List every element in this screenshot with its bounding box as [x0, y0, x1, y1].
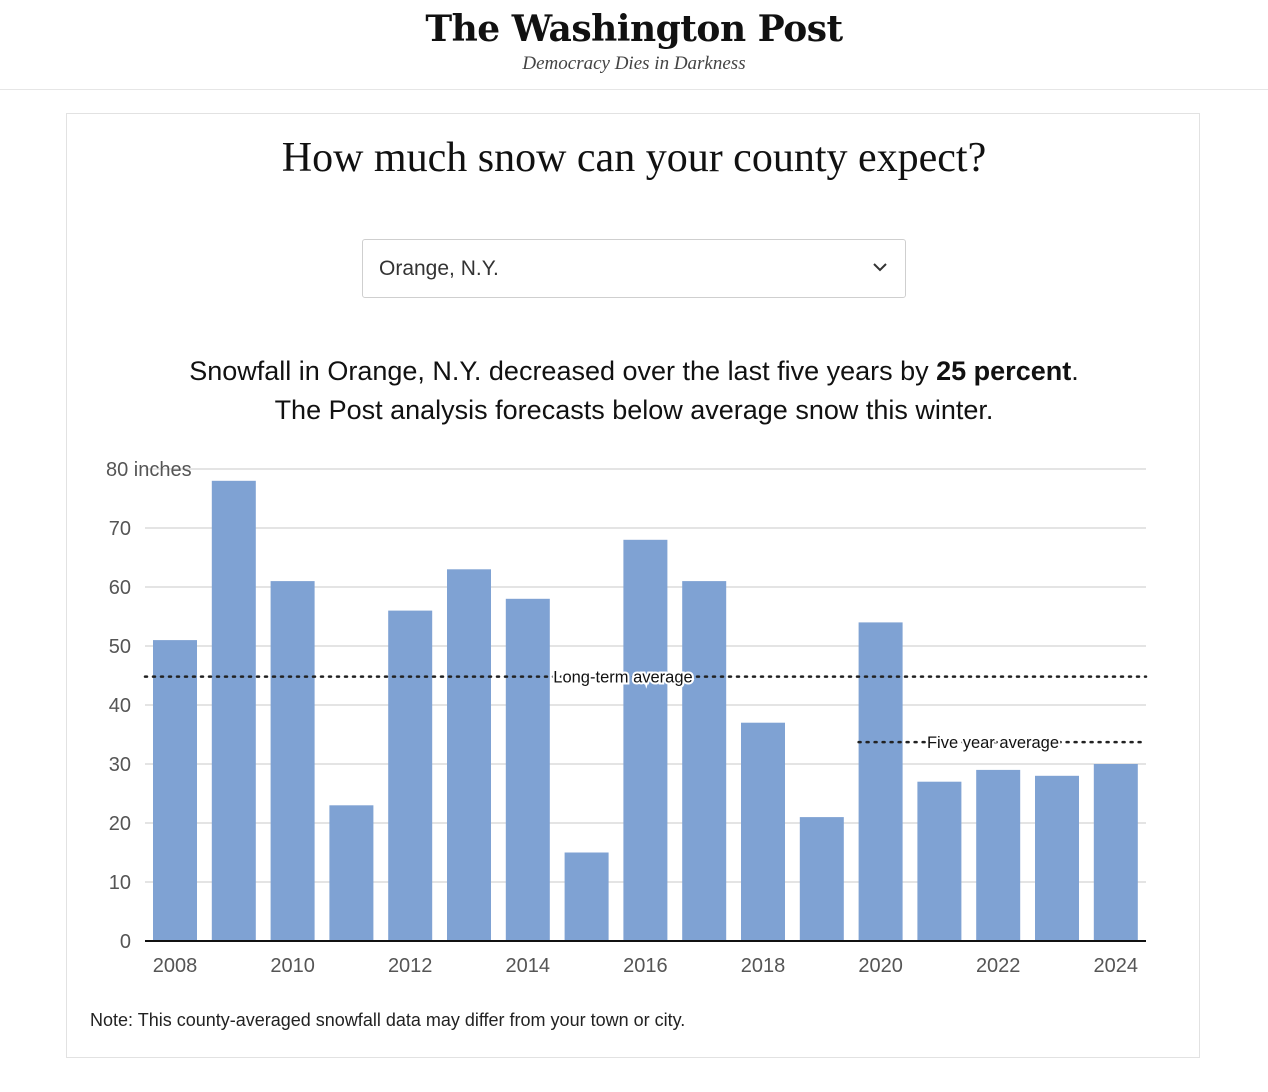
- summary-text-start: Snowfall in Orange, N.Y. decreased over …: [189, 356, 937, 386]
- x-tick-label: 2020: [858, 955, 903, 977]
- y-tick-label: 0: [120, 931, 131, 953]
- y-tick-label: 80 inches: [106, 459, 192, 481]
- y-tick-label: 50: [109, 636, 131, 658]
- data-note: Note: This county-averaged snowfall data…: [90, 1010, 686, 1030]
- x-tick-label: 2024: [1094, 955, 1139, 977]
- bar-2015: [564, 852, 609, 941]
- county-select-value: Orange, N.Y.: [379, 257, 499, 280]
- bar-2023: [1035, 775, 1079, 941]
- y-tick-label: 40: [109, 695, 131, 717]
- graphic-card: [66, 113, 1200, 1058]
- y-tick-label: 70: [109, 518, 131, 540]
- bar-2019: [799, 817, 844, 941]
- summary-text: Snowfall in Orange, N.Y. decreased over …: [170, 352, 1098, 430]
- reference-label-long-term: Long-term average: [553, 669, 692, 687]
- washington-post-logo[interactable]: The Washington Post: [425, 8, 843, 50]
- y-tick-label: 10: [109, 872, 131, 894]
- bar-2022: [976, 769, 1021, 941]
- bar-2011: [329, 805, 374, 941]
- bar-2008: [153, 640, 197, 941]
- bar-2009: [211, 480, 256, 941]
- bar-2018: [741, 722, 785, 941]
- x-tick-label: 2014: [506, 955, 551, 977]
- x-tick-label: 2008: [153, 955, 198, 977]
- summary-highlight: 25 percent: [936, 356, 1072, 386]
- bar-2017: [682, 581, 727, 941]
- bar-2021: [917, 781, 962, 941]
- bar-2016: [623, 539, 668, 941]
- bar-2024: [1093, 764, 1138, 941]
- summary-text-end: . The Post analysis forecasts below aver…: [274, 356, 1079, 425]
- x-tick-label: 2010: [270, 955, 315, 977]
- y-tick-label: 60: [109, 577, 131, 599]
- county-select[interactable]: Orange, N.Y.: [362, 239, 906, 298]
- y-tick-label: 30: [109, 754, 131, 776]
- chevron-down-icon: [873, 263, 887, 272]
- tagline: Democracy Dies in Darkness: [522, 53, 746, 74]
- x-tick-label: 2012: [388, 955, 433, 977]
- y-tick-label: 20: [109, 813, 131, 835]
- reference-label-five-year: Five year average: [927, 734, 1059, 752]
- x-tick-label: 2018: [741, 955, 786, 977]
- bar-2020: [858, 622, 903, 941]
- snowfall-bar-chart: 0 10 20 30 40 50 60 70 80 inches 2008 2010 2012 2014…: [106, 459, 1148, 977]
- x-tick-label: 2016: [623, 955, 668, 977]
- bar-2014: [505, 598, 550, 941]
- bar-2013: [447, 569, 491, 941]
- bar-2012: [388, 610, 433, 941]
- graphic-title: How much snow can your county expect?: [281, 135, 987, 181]
- masthead: The Washington Post Democracy Dies in Da…: [0, 0, 1268, 90]
- x-tick-label: 2022: [976, 955, 1021, 977]
- bar-2010: [270, 581, 315, 941]
